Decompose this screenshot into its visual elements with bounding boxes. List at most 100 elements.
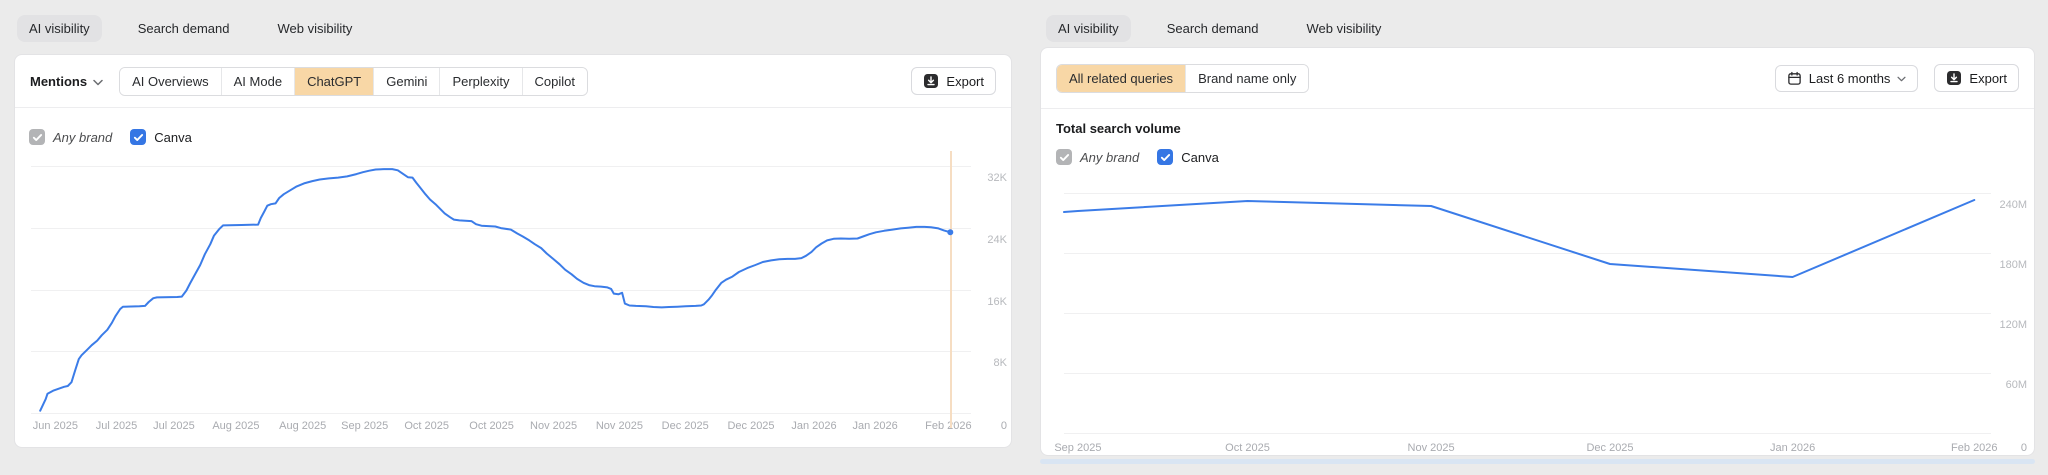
x-axis-label: Dec 2025 xyxy=(1586,442,1634,454)
series-line-canva xyxy=(1063,199,1976,278)
y-axis-label: 32K xyxy=(987,172,1007,185)
brand-legend: Any brand Canva xyxy=(1056,149,1219,165)
brand-legend: Any brand Canva xyxy=(29,129,192,145)
filter-gemini[interactable]: Gemini xyxy=(373,67,440,95)
chevron-down-icon xyxy=(1897,76,1906,82)
x-axis-label: Aug 2025 xyxy=(279,420,327,432)
gridline-y xyxy=(31,351,971,353)
gridline-y xyxy=(1064,193,1991,194)
export-button-label: Export xyxy=(946,73,984,89)
gridline-y xyxy=(1064,433,1991,434)
filter-perplexity[interactable]: Perplexity xyxy=(439,67,522,95)
legend-label: Any brand xyxy=(1080,149,1140,165)
checkbox-any-brand-checked[interactable] xyxy=(1056,149,1072,165)
horizontal-scrollbar[interactable] xyxy=(1040,459,2035,464)
x-axis-label: Jan 2026 xyxy=(852,420,898,432)
metric-dropdown-label: Mentions xyxy=(30,73,88,89)
tab-search-demand[interactable]: Search demand xyxy=(1166,20,1259,36)
export-icon xyxy=(1946,70,1962,86)
export-button-label: Export xyxy=(1969,70,2007,86)
x-axis-label: Nov 2025 xyxy=(1407,442,1455,454)
y-axis-origin-label: 0 xyxy=(2020,442,2027,454)
tab-web-visibility[interactable]: Web visibility xyxy=(277,20,353,36)
filter-ai-mode[interactable]: AI Mode xyxy=(220,67,295,95)
legend-label: Canva xyxy=(154,129,192,145)
x-axis-label: Jan 2026 xyxy=(1769,442,1816,454)
mentions-card: Mentions AI Overviews AI Mode ChatGPT Gemin… xyxy=(14,54,1012,448)
filter-brand-name-only[interactable]: Brand name only xyxy=(1185,64,1309,92)
mentions-line-chart: 8K 16K 24K 32K 0 Jun 2025 Jul 2025 Jul 2025 Aug … xyxy=(15,55,1011,447)
date-range-label: Last 6 months xyxy=(1808,70,1891,86)
query-scope-filter-group: All related queries Brand name only xyxy=(1056,63,1310,93)
filter-copilot[interactable]: Copilot xyxy=(521,67,587,95)
x-axis-label: Sep 2025 xyxy=(341,420,389,432)
ai-platform-filter-group: AI Overviews AI Mode ChatGPT Gemini Perplexi… xyxy=(119,66,588,96)
search-volume-line-chart: 60M 120M 180M 240M 0 Sep 2025 Oct 2025 Nov 2025… xyxy=(1041,48,2034,455)
x-axis-label: Nov 2025 xyxy=(595,420,643,432)
gridline-y xyxy=(31,413,971,414)
x-axis-label: Jun 2025 xyxy=(32,420,79,432)
x-axis-label: Feb 2026 xyxy=(1951,442,1998,454)
legend-item-canva[interactable]: Canva xyxy=(1157,149,1219,165)
legend-item-any-brand[interactable]: Any brand xyxy=(1056,149,1139,165)
current-date-marker-line xyxy=(950,151,953,428)
right-tab-bar: AI visibility Search demand Web visibility xyxy=(1046,14,1393,42)
filter-chatgpt[interactable]: ChatGPT xyxy=(294,67,374,95)
gridline-y xyxy=(1064,313,1991,314)
export-icon xyxy=(923,73,939,89)
calendar-icon xyxy=(1787,71,1802,86)
chart-series-svg xyxy=(1063,199,1976,278)
left-tab-bar: AI visibility Search demand Web visibility xyxy=(17,14,364,42)
gridline-y xyxy=(31,166,971,168)
search-volume-card-header: All related queries Brand name only Last … xyxy=(1041,48,2034,109)
tab-search-demand[interactable]: Search demand xyxy=(137,20,230,36)
x-axis-label: Sep 2025 xyxy=(1054,442,1102,454)
series-end-dot xyxy=(947,229,954,236)
export-button[interactable]: Export xyxy=(911,67,996,95)
legend-label: Any brand xyxy=(53,129,113,145)
gridline-y xyxy=(31,289,971,291)
tab-ai-visibility[interactable]: AI visibility xyxy=(17,14,102,42)
x-axis-label: Dec 2025 xyxy=(727,420,775,432)
filter-ai-overviews[interactable]: AI Overviews xyxy=(120,67,221,95)
y-axis-label: 180M xyxy=(1999,259,2027,271)
x-axis-label: Jul 2025 xyxy=(153,420,195,432)
search-volume-card: All related queries Brand name only Last … xyxy=(1040,47,2035,456)
export-button[interactable]: Export xyxy=(1934,64,2019,92)
date-range-button[interactable]: Last 6 months xyxy=(1774,64,1919,92)
legend-label: Canva xyxy=(1181,149,1219,165)
y-axis-label: 240M xyxy=(1999,199,2027,211)
y-axis-label: 120M xyxy=(1999,319,2027,331)
gridline-y xyxy=(1064,373,1991,374)
tab-web-visibility[interactable]: Web visibility xyxy=(1306,20,1382,36)
y-axis-label: 60M xyxy=(2005,379,2027,391)
checkbox-canva-checked[interactable] xyxy=(130,129,147,145)
series-line-canva xyxy=(39,168,952,412)
x-axis-label: Oct 2025 xyxy=(469,420,514,432)
x-axis-label: Jul 2025 xyxy=(95,420,138,432)
y-axis-label: 24K xyxy=(987,234,1007,247)
checkbox-canva-checked[interactable] xyxy=(1157,149,1174,165)
metric-dropdown[interactable]: Mentions xyxy=(30,74,103,89)
chart-series-svg xyxy=(39,168,954,412)
y-axis-label: 8K xyxy=(993,357,1007,370)
tab-ai-visibility[interactable]: AI visibility xyxy=(1046,14,1131,42)
x-axis-label: Jan 2026 xyxy=(791,420,837,432)
x-axis-label: Nov 2025 xyxy=(530,420,578,432)
x-axis-label: Aug 2025 xyxy=(212,420,260,432)
x-axis-label: Oct 2025 xyxy=(404,420,450,432)
gridline-y xyxy=(1064,253,1991,254)
y-axis-label: 16K xyxy=(987,295,1007,308)
filter-all-related-queries[interactable]: All related queries xyxy=(1057,64,1186,92)
chart-title: Total search volume xyxy=(1056,121,1181,136)
chevron-down-icon xyxy=(93,79,103,86)
x-axis-label: Oct 2025 xyxy=(1225,442,1270,454)
x-axis-label: Dec 2025 xyxy=(661,420,709,432)
legend-item-canva[interactable]: Canva xyxy=(130,129,192,145)
y-axis-origin-label: 0 xyxy=(1000,420,1007,432)
mentions-card-header: Mentions AI Overviews AI Mode ChatGPT Gemin… xyxy=(15,55,1011,108)
legend-item-any-brand[interactable]: Any brand xyxy=(29,129,112,145)
checkbox-any-brand-checked[interactable] xyxy=(29,129,45,145)
x-axis-label: Feb 2026 xyxy=(925,420,972,432)
